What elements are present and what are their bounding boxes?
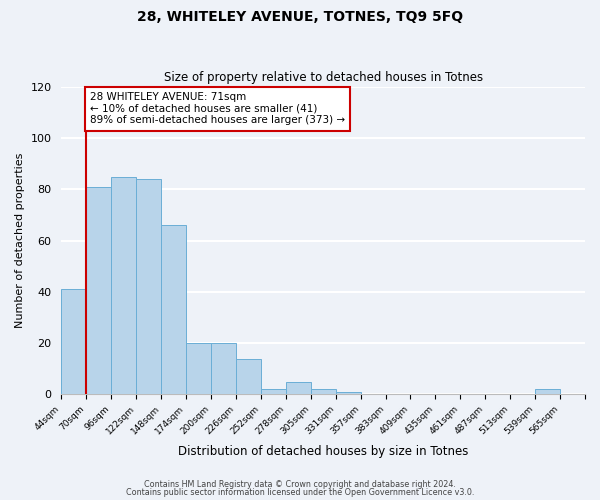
Bar — [86, 187, 111, 394]
Bar — [61, 290, 86, 395]
Text: 28 WHITELEY AVENUE: 71sqm
← 10% of detached houses are smaller (41)
89% of semi-: 28 WHITELEY AVENUE: 71sqm ← 10% of detac… — [90, 92, 345, 126]
Bar — [261, 389, 286, 394]
Bar — [136, 179, 161, 394]
Bar — [236, 358, 261, 394]
Bar — [186, 343, 211, 394]
Bar — [161, 226, 186, 394]
Bar — [111, 176, 136, 394]
Bar — [211, 343, 236, 394]
Bar — [335, 392, 361, 394]
Title: Size of property relative to detached houses in Totnes: Size of property relative to detached ho… — [164, 72, 483, 85]
Text: 28, WHITELEY AVENUE, TOTNES, TQ9 5FQ: 28, WHITELEY AVENUE, TOTNES, TQ9 5FQ — [137, 10, 463, 24]
Text: Contains HM Land Registry data © Crown copyright and database right 2024.: Contains HM Land Registry data © Crown c… — [144, 480, 456, 489]
Y-axis label: Number of detached properties: Number of detached properties — [15, 153, 25, 328]
Bar — [286, 382, 311, 394]
Text: Contains public sector information licensed under the Open Government Licence v3: Contains public sector information licen… — [126, 488, 474, 497]
Bar — [535, 389, 560, 394]
X-axis label: Distribution of detached houses by size in Totnes: Distribution of detached houses by size … — [178, 444, 469, 458]
Bar — [311, 389, 335, 394]
